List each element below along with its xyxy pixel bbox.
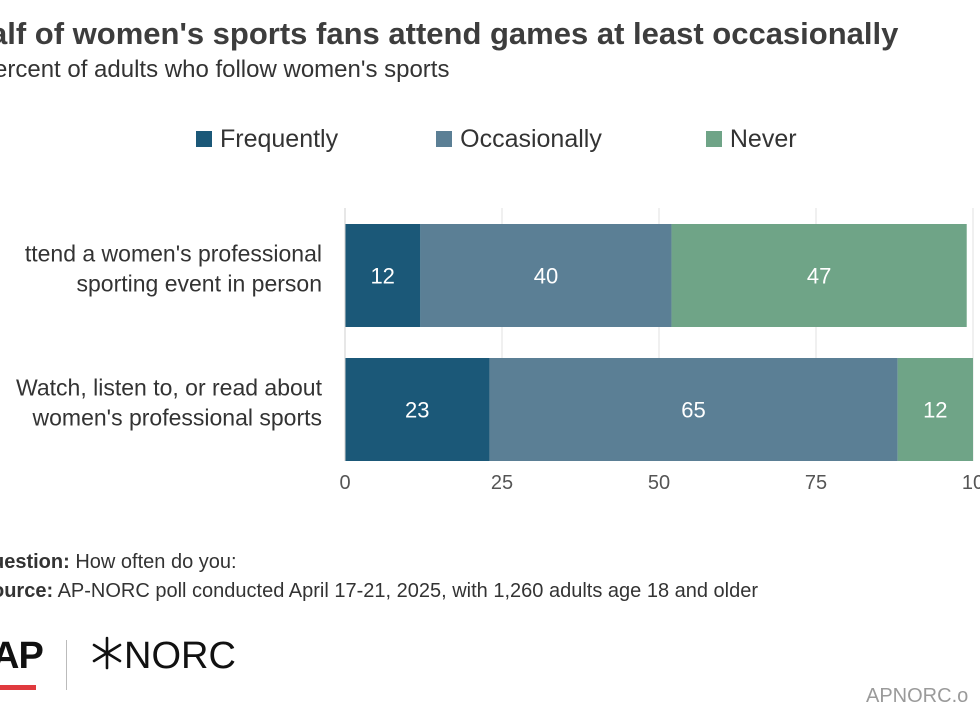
- category-label: sporting event in person: [77, 271, 323, 297]
- ap-logo-underline: [0, 685, 36, 690]
- bar-value-label: 12: [923, 398, 947, 423]
- chart-title: alf of women's sports fans attend games …: [0, 16, 899, 51]
- chart-notes: uestion: How often do you: ource: AP-NOR…: [0, 548, 758, 606]
- bar-value-label: 47: [807, 264, 831, 289]
- category-label: ttend a women's professional: [25, 241, 322, 267]
- norc-logo-text: NORC: [124, 635, 236, 677]
- bar-segment-never: [897, 358, 973, 461]
- legend-swatch-never: [705, 131, 722, 147]
- bar-segment-occasionally: [420, 224, 672, 327]
- source-text: AP-NORC poll conducted April 17-21, 2025…: [53, 580, 759, 602]
- footer-url: APNORC.o: [866, 685, 969, 707]
- bar-segment-frequently: [345, 358, 490, 461]
- question-note: uestion: How often do you:: [0, 548, 758, 577]
- bar-value-label: 40: [534, 264, 558, 289]
- x-tick-label: 75: [805, 472, 827, 494]
- legend-item-never: Never: [705, 124, 797, 154]
- legend-label-never: Never: [729, 124, 797, 153]
- category-label: Watch, listen to, or read about: [16, 375, 323, 401]
- legend-label-frequently: Frequently: [220, 124, 339, 153]
- question-label: uestion:: [0, 551, 70, 573]
- legend-item-occasionally: Occasionally: [436, 125, 602, 154]
- category-label: women's professional sports: [32, 405, 322, 431]
- stacked-bar-chart: 0 25 50 75 10 12 40 47 ttend a women's professio…: [16, 208, 980, 494]
- legend-label-occasionally: Occasionally: [460, 124, 602, 153]
- legend-item-frequently: Frequently: [196, 125, 338, 154]
- legend-swatch-frequently: [196, 131, 212, 147]
- chart-subtitle: ercent of adults who follow women's spor…: [0, 56, 450, 83]
- bar-value-label: 12: [370, 264, 394, 289]
- bar-segment-frequently: [345, 224, 421, 327]
- ap-logo: AP: [0, 635, 44, 677]
- source-note: ource: AP-NORC poll conducted April 17-2…: [0, 577, 758, 606]
- legend-swatch-occasionally: [436, 131, 453, 147]
- question-text: How often do you:: [69, 551, 237, 573]
- legend: Frequently Occasionally Never: [196, 124, 797, 154]
- x-tick-label: 0: [339, 472, 350, 494]
- bar-value-label: 23: [405, 398, 429, 423]
- x-tick-label: 50: [648, 472, 670, 494]
- x-tick-label: 25: [491, 472, 513, 494]
- x-tick-label: 10: [962, 472, 980, 494]
- norc-star-icon: [92, 636, 122, 670]
- bar-segment-never: [671, 224, 967, 327]
- bar-segment-occasionally: [489, 358, 898, 461]
- logo-divider: [66, 640, 67, 690]
- source-label: ource:: [0, 580, 54, 602]
- bar-value-label: 65: [681, 398, 705, 423]
